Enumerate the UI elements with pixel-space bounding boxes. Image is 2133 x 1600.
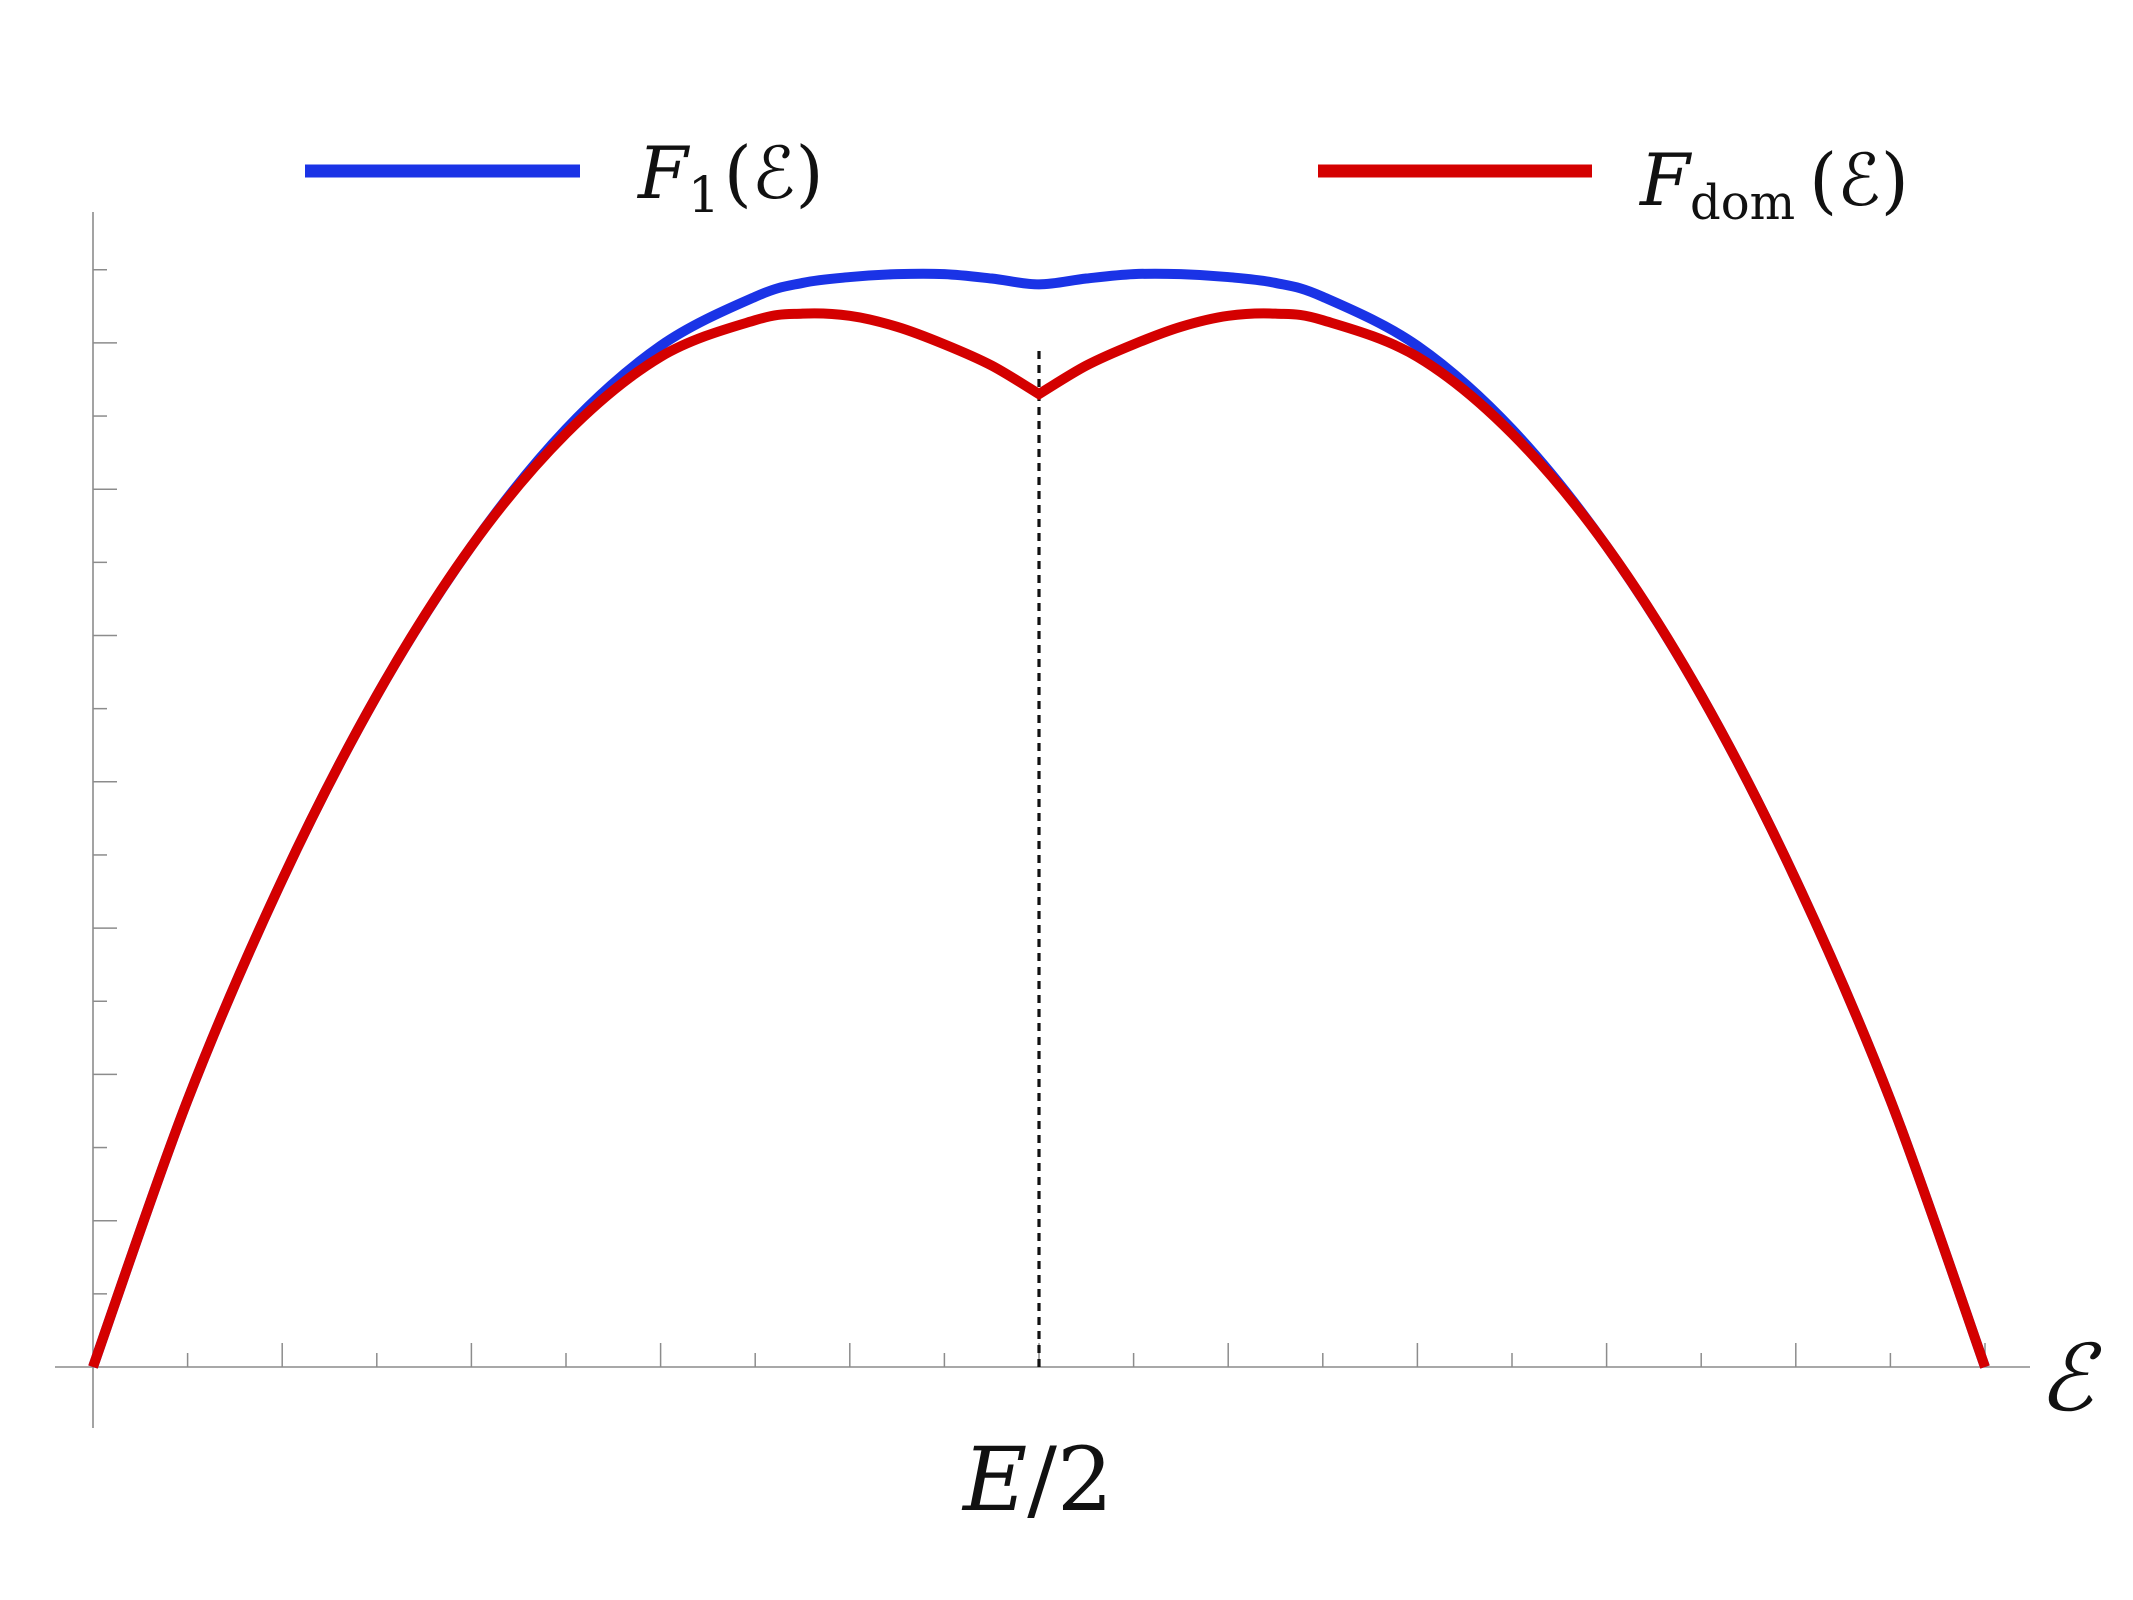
legend-item-fdom: Fdom (ℰ) bbox=[1318, 138, 1909, 231]
legend-label-f1: F1(ℰ) bbox=[636, 131, 824, 224]
legend-item-f1: F1(ℰ) bbox=[305, 131, 824, 224]
series-lines bbox=[88, 268, 1990, 1369]
x-axis-label: ℰ bbox=[2038, 1325, 2102, 1432]
legend: F1(ℰ) Fdom (ℰ) bbox=[305, 131, 1909, 231]
marker-label-rest: /2 bbox=[1027, 1428, 1113, 1531]
marker-label-main: E bbox=[961, 1428, 1027, 1531]
marker-label: E/2 bbox=[961, 1428, 1113, 1531]
legend-label-fdom: Fdom (ℰ) bbox=[1638, 138, 1909, 231]
fdom-curve bbox=[88, 308, 1990, 1369]
